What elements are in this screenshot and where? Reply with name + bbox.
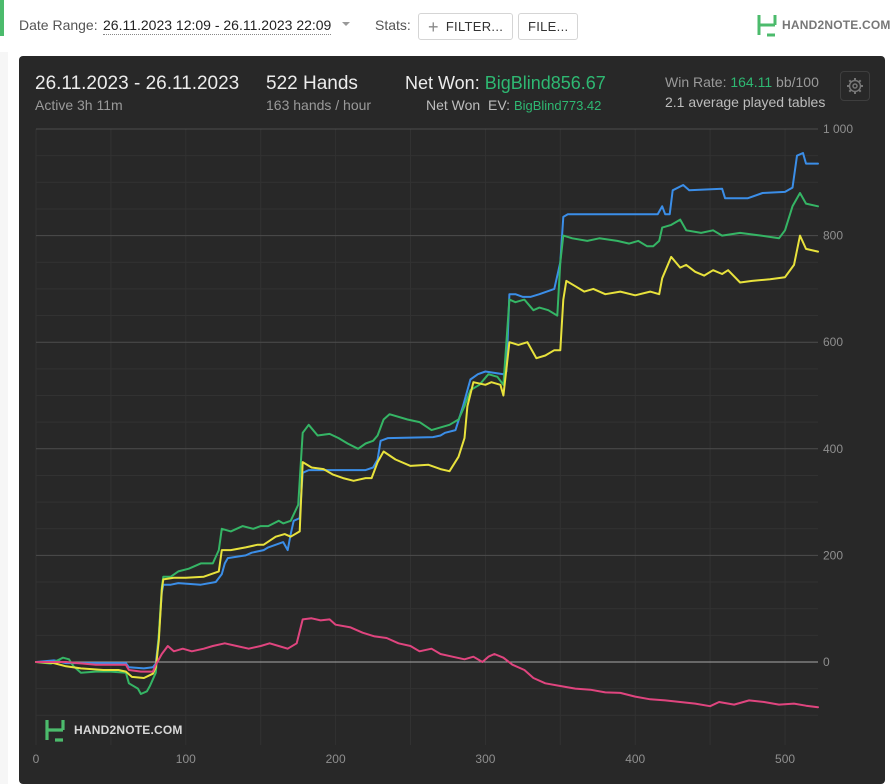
hand2note-logo-icon <box>757 15 777 37</box>
hand2note-watermark-icon <box>45 720 65 742</box>
brand-name: HAND2NOTE.COM <box>782 18 891 32</box>
series-line-2 <box>35 192 819 695</box>
x-tick-label: 200 <box>326 752 346 766</box>
top-toolbar: Date Range: 26.11.2023 12:09 - 26.11.202… <box>0 0 892 52</box>
y-tick-label: 800 <box>823 229 843 243</box>
net-won-label: Net Won: <box>405 73 480 93</box>
summary-net-won-ev: Net Won EV: BigBlind773.42 <box>426 97 601 113</box>
net-won-ev-value: BigBlind773.42 <box>513 98 602 113</box>
active-tab-accent <box>0 0 4 36</box>
x-tick-label: 500 <box>775 752 795 766</box>
x-tick-label: 0 <box>33 752 40 766</box>
chart-tick-labels: 0 200 400 600 800 1 000 0 100 200 300 400 500 <box>33 122 854 766</box>
summary-active-time: Active 3h 11m <box>35 97 123 113</box>
watermark-text: HAND2NOTE.COM <box>74 723 183 737</box>
file-button[interactable]: FILE... <box>518 13 579 40</box>
y-tick-label: 600 <box>823 335 843 349</box>
file-button-label: FILE... <box>528 19 569 34</box>
stats-label: Stats: <box>375 17 411 33</box>
x-tick-label: 300 <box>475 752 495 766</box>
series-line-3 <box>35 234 819 679</box>
summary-win-rate: Win Rate: 164.11 bb/100 <box>665 74 819 90</box>
summary-avg-tables: 2.1 average played tables <box>665 94 826 110</box>
date-range-label: Date Range: <box>19 17 98 33</box>
x-tick-label: 400 <box>625 752 645 766</box>
win-rate-label: Win Rate: <box>665 74 727 90</box>
win-rate-unit: bb/100 <box>776 74 819 90</box>
chart-panel <box>19 56 885 784</box>
filter-button[interactable]: + FILTER... <box>418 13 514 40</box>
left-edge <box>0 52 8 784</box>
summary-hands: 522 Hands <box>266 73 358 94</box>
chart-series <box>35 152 819 709</box>
net-won-value: BigBlind856.67 <box>484 73 606 93</box>
date-range-value: 26.11.2023 12:09 - 26.11.2023 22:09 <box>103 16 332 33</box>
y-tick-label: 1 000 <box>823 122 853 136</box>
summary-hands-per-hour: 163 hands / hour <box>266 97 372 113</box>
y-tick-label: 400 <box>823 442 843 456</box>
y-tick-label: 200 <box>823 548 843 562</box>
brand-logo[interactable]: HAND2NOTE.COM <box>757 13 891 37</box>
series-line-1 <box>35 152 819 670</box>
win-rate-value: 164.11 <box>730 74 773 90</box>
x-tick-label: 100 <box>176 752 196 766</box>
y-tick-label: 0 <box>823 655 830 669</box>
summary-date: 26.11.2023 - 26.11.2023 <box>35 73 240 94</box>
settings-button[interactable] <box>840 71 870 101</box>
chart-watermark: HAND2NOTE.COM <box>44 718 183 742</box>
gear-icon <box>847 78 863 94</box>
net-won-ev-label: Net Won EV: <box>426 97 511 113</box>
plus-icon: + <box>428 16 439 37</box>
chevron-down-icon[interactable] <box>341 17 351 31</box>
series-line-4 <box>35 617 819 709</box>
summary-net-won: Net Won: BigBlind856.67 <box>405 73 606 94</box>
filter-button-label: FILTER... <box>445 19 504 34</box>
date-range-select[interactable]: 26.11.2023 12:09 - 26.11.2023 22:09 <box>103 15 332 35</box>
